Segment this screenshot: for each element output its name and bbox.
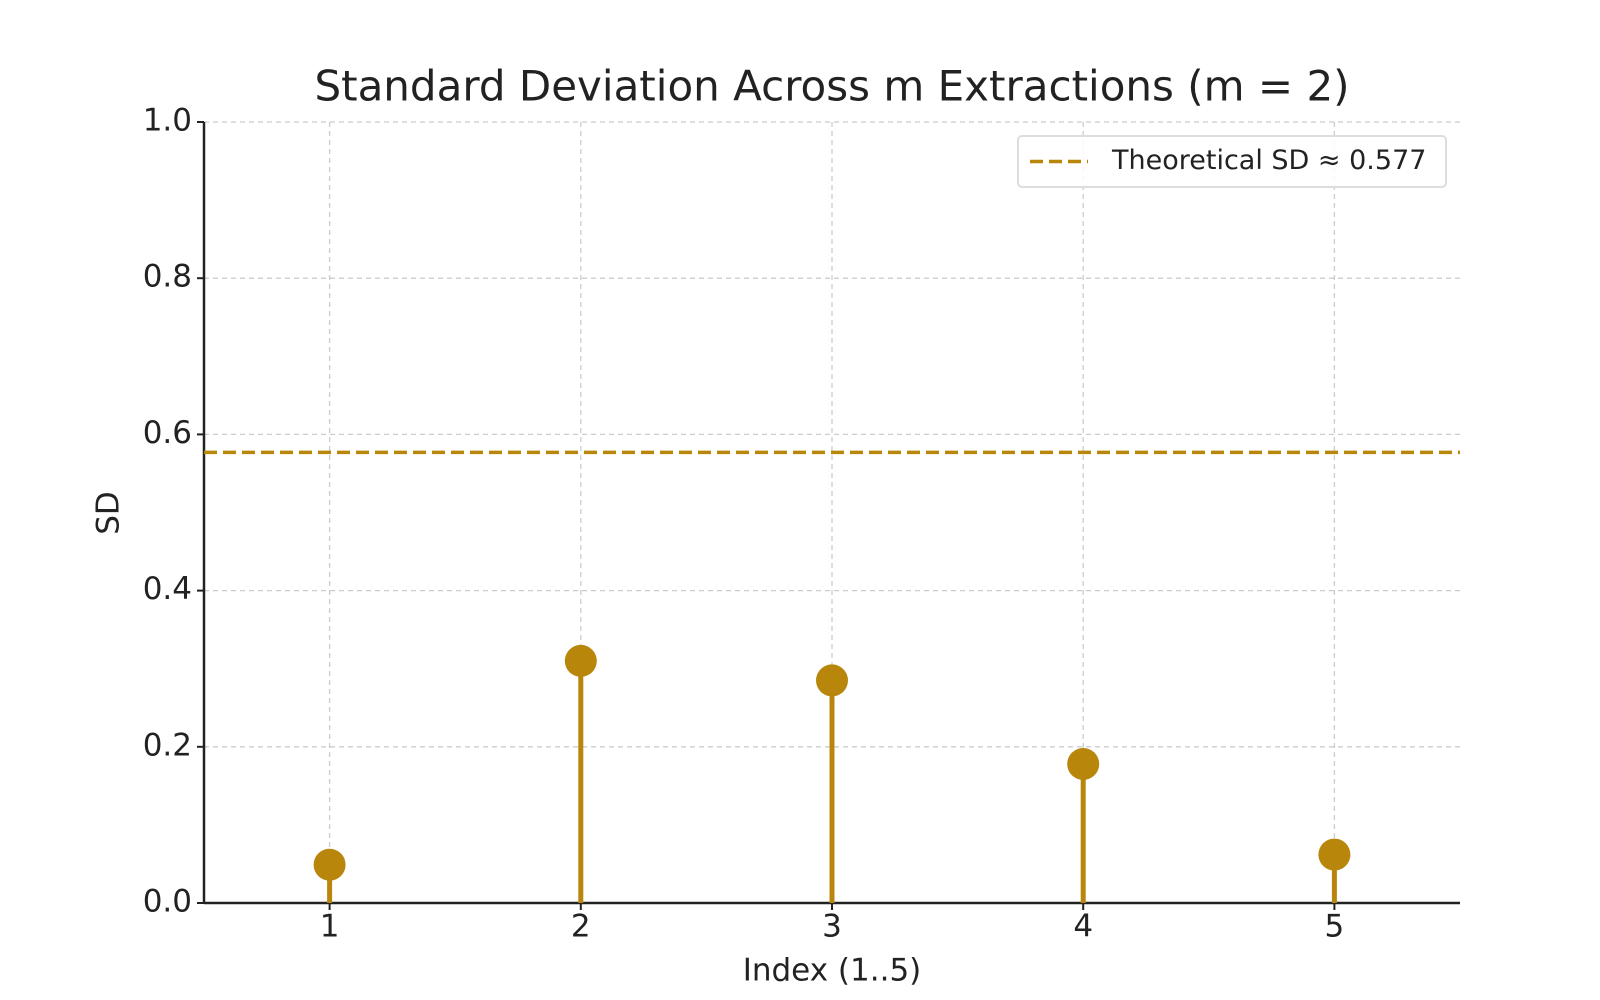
y-tick-label: 0.6: [143, 415, 192, 451]
stem-marker: [816, 664, 848, 697]
y-axis-label: SD: [91, 491, 127, 535]
x-tick-label: 2: [571, 909, 591, 945]
y-tick-label: 0.8: [143, 259, 192, 295]
x-tick-label: 3: [822, 909, 842, 945]
x-tick-label: 4: [1073, 909, 1093, 945]
y-tick-label: 0.0: [143, 884, 192, 920]
y-tick-label: 1.0: [143, 103, 192, 139]
stem-marker: [313, 848, 346, 881]
legend-box: [1017, 135, 1447, 188]
y-tick-label: 0.4: [143, 571, 192, 607]
y-tick-label: 0.2: [143, 727, 192, 763]
legend-label: Theoretical SD ≈ 0.577: [1111, 145, 1426, 176]
x-tick-label: 5: [1325, 909, 1345, 945]
stem-marker: [1067, 747, 1100, 780]
x-axis-label: Index (1..5): [743, 953, 922, 989]
stem-marker: [1318, 838, 1351, 871]
chart-title: Standard Deviation Across m Extractions …: [314, 62, 1349, 111]
stem-marker: [564, 644, 597, 677]
x-tick-label: 1: [320, 909, 340, 945]
